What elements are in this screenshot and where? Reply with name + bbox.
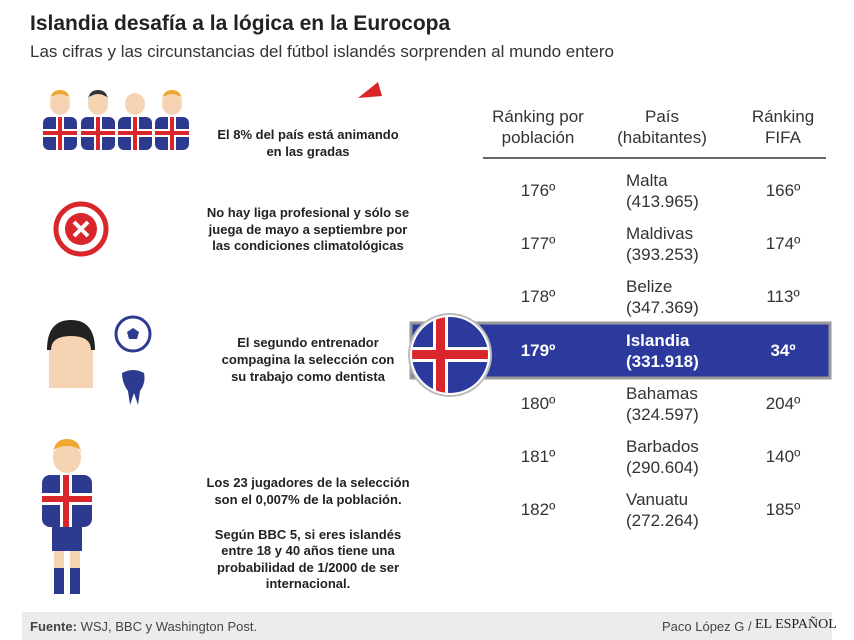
source-label: Fuente:	[30, 619, 77, 634]
fact-line: compagina la selección con	[221, 352, 395, 367]
rank-fifa: 166º	[765, 181, 801, 200]
player-icon	[42, 439, 92, 594]
rank-fifa: 174º	[765, 234, 801, 254]
fans-icon	[43, 82, 382, 150]
fact-line: El segundo entrenador	[237, 335, 379, 350]
rank-population: 176º	[520, 181, 556, 200]
iceland-flag	[408, 313, 492, 397]
column-header: FIFA	[765, 128, 801, 147]
title: Islandia desafía a la lógica en la Euroc…	[30, 12, 451, 35]
country: Barbados	[626, 437, 699, 456]
no-league-icon	[53, 201, 109, 257]
rank-fifa: 140º	[765, 447, 801, 466]
fact-line: son el 0,007% de la población.	[214, 492, 402, 507]
country: Bahamas	[626, 383, 698, 403]
rank-fifa: 34º	[770, 340, 796, 360]
coach-icon	[47, 315, 152, 405]
fact-line: juega de mayo a septiembre por	[208, 222, 408, 237]
author: Paco López G /	[662, 619, 752, 634]
fact-line: No hay liga profesional y sólo se	[206, 205, 410, 220]
rank-population: 178º	[520, 287, 556, 307]
fact-line: las condiciones climatológicas	[212, 238, 404, 253]
country: Maldivas	[626, 224, 694, 244]
rank-population: 182º	[520, 500, 556, 520]
population: (393.253)	[626, 245, 699, 265]
population: (324.597)	[626, 404, 699, 424]
population: (347.369)	[626, 298, 699, 318]
fact-line: probabilidad de 1/2000 de ser	[216, 560, 400, 575]
fact-line: entre 18 y 40 años tiene una	[221, 543, 395, 558]
column-header: Ránking por	[492, 107, 584, 126]
population: (331.918)	[626, 351, 699, 371]
rank-population: 177º	[520, 234, 556, 254]
population: (413.965)	[626, 192, 699, 211]
rank-population: 179º	[520, 340, 556, 360]
fact-line: en las gradas	[266, 144, 350, 159]
footer-bar	[22, 612, 832, 640]
column-header: (habitantes)	[617, 128, 707, 147]
subtitle: Las cifras y las circunstancias del fútb…	[30, 42, 614, 61]
population: (290.604)	[626, 458, 699, 477]
fact-line: internacional.	[265, 576, 351, 591]
country: Malta	[626, 171, 668, 190]
source: Fuente: WSJ, BBC y Washington Post.	[30, 619, 257, 634]
fact-line: su trabajo como dentista	[231, 369, 385, 384]
fact-line: Según BBC 5, si eres islandés	[214, 527, 402, 542]
rank-population: 180º	[520, 393, 556, 413]
brand: EL ESPAÑOL	[755, 617, 837, 632]
source-text: WSJ, BBC y Washington Post.	[80, 619, 258, 634]
fact-line: El 8% del país está animando	[217, 127, 399, 142]
rank-fifa: 204º	[765, 393, 801, 413]
column-header: País	[644, 107, 680, 126]
column-header: Ránking	[751, 107, 815, 126]
country: Islandia	[626, 330, 690, 350]
population: (272.264)	[626, 511, 699, 531]
country: Belize	[626, 277, 673, 297]
rank-fifa: 185º	[765, 500, 801, 520]
fact-line: Los 23 jugadores de la selección	[206, 475, 410, 490]
rank-fifa: 113º	[766, 287, 800, 307]
rank-population: 181º	[520, 447, 556, 466]
column-header: población	[501, 128, 575, 147]
country: Vanuatu	[626, 490, 689, 510]
